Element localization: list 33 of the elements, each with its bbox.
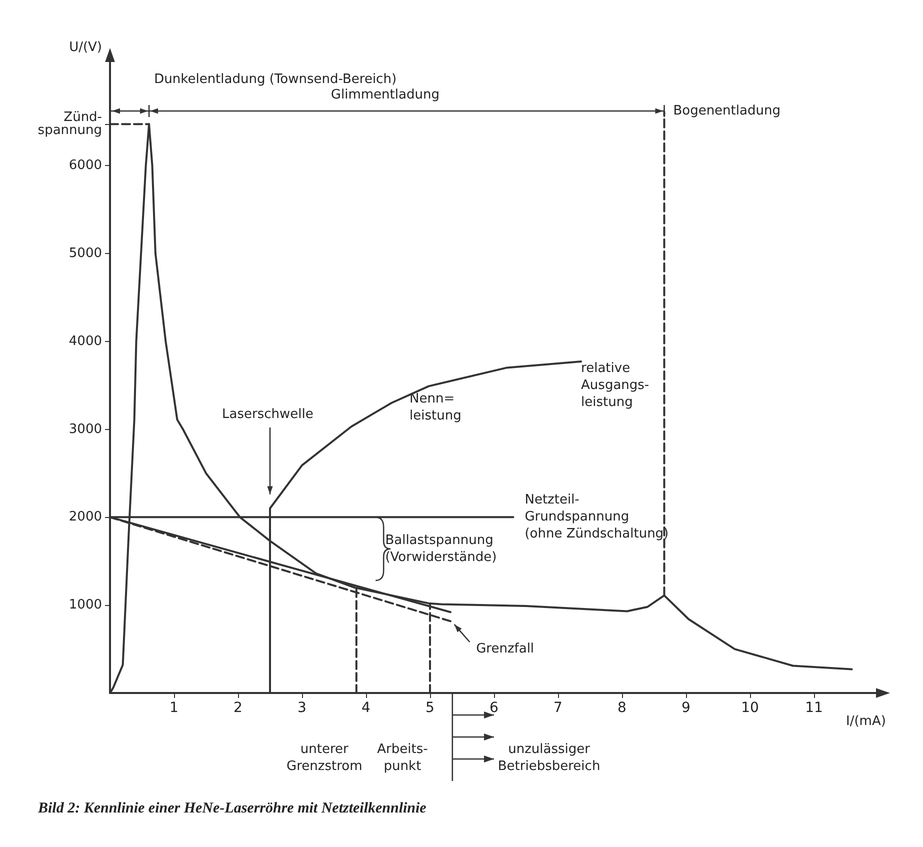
y-tick-label: Zünd- spannung	[38, 110, 102, 138]
x-tick-label: 11	[805, 700, 823, 716]
annotation: Ballastspannung (Vorwiderstände)	[385, 532, 497, 565]
annotation: Bogenentladung	[673, 103, 780, 118]
x-tick-label: 3	[298, 700, 306, 716]
y-tick-label: 4000	[68, 334, 102, 349]
y-tick-label: 3000	[68, 422, 102, 437]
y-tick-label: 2000	[68, 510, 102, 525]
x-tick-label: 4	[362, 700, 371, 716]
y-tick-label: 1000	[68, 598, 102, 613]
y-axis-title: U/(V)	[69, 40, 102, 55]
x-tick-label: 8	[618, 700, 626, 716]
annotation: Glimmentladung	[330, 88, 440, 103]
x-tick-label: 6	[490, 700, 499, 716]
annotation: relative Ausgangs- leistung	[581, 360, 650, 410]
text: Bild 2: Kennlinie einer HeNe-Laserröhre mit Netzteilkennlinie	[37, 800, 427, 816]
x-tick-label: 10	[741, 700, 759, 716]
annotation: Grenzfall	[476, 642, 534, 657]
annotation: Nenn= leistung	[410, 391, 462, 424]
text: unterer Grenzstrom	[286, 742, 362, 774]
text: unzulässiger Betriebsbereich	[498, 742, 600, 774]
x-tick-label: 7	[554, 700, 562, 716]
x-axis-title: I/(mA)	[846, 714, 886, 729]
x-tick-label: 5	[426, 700, 434, 716]
x-tick-label: 1	[170, 700, 178, 716]
annotation: Laserschwelle	[222, 406, 314, 422]
y-tick-label: 6000	[68, 158, 102, 173]
text: Arbeits- punkt	[377, 742, 428, 774]
y-tick-label: 5000	[68, 246, 102, 261]
x-tick-label: 9	[682, 700, 690, 716]
annotation: Netzteil- Grundspannung (ohne Zündschaltung)	[524, 492, 669, 542]
annotation: Dunkelentladung (Townsend-Bereich)	[154, 72, 397, 87]
x-tick-label: 2	[234, 700, 242, 716]
